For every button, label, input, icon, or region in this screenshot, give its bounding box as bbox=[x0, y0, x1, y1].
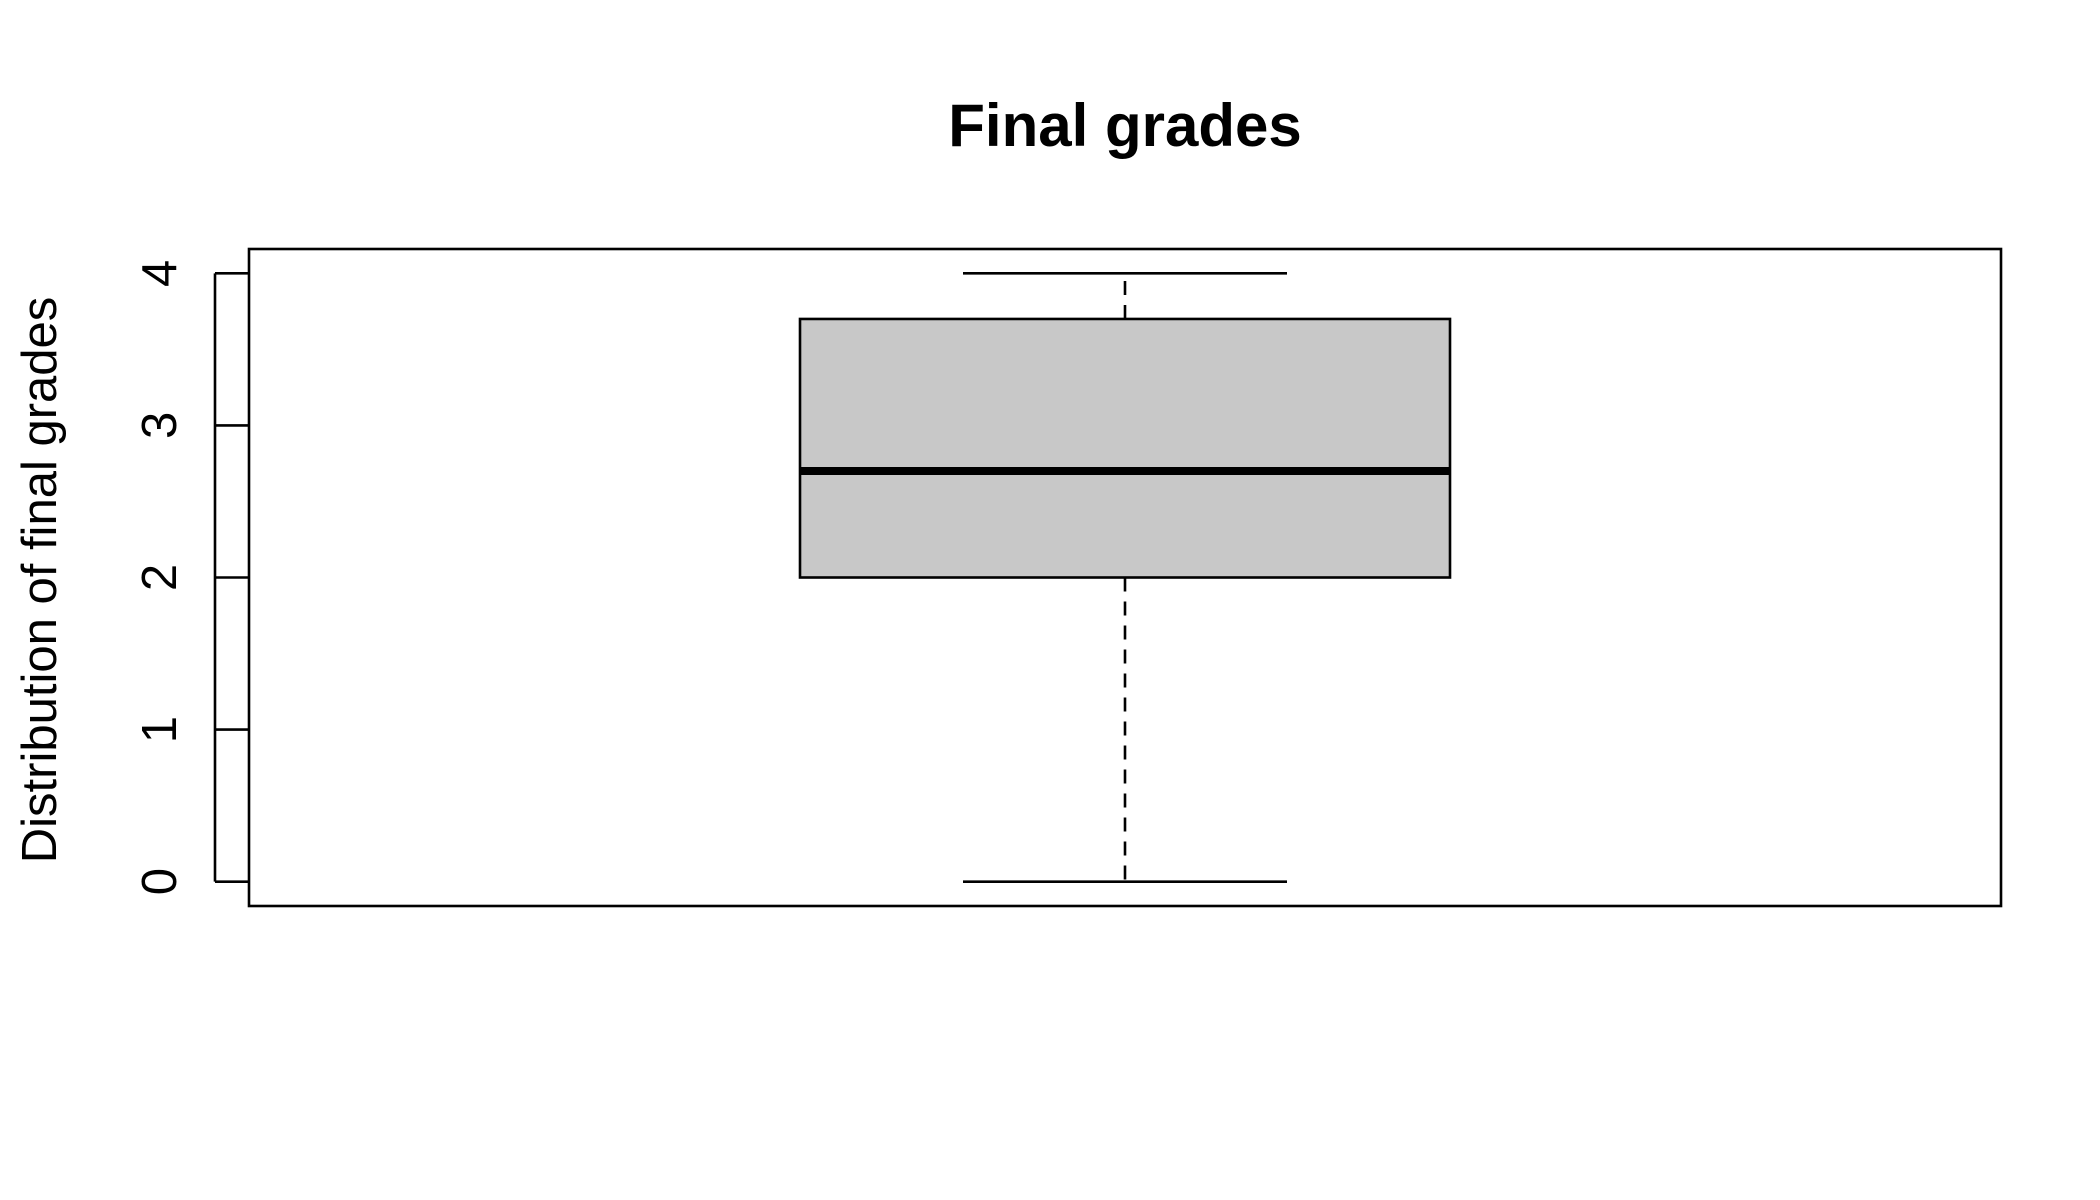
iqr-box bbox=[798, 317, 1452, 579]
chart-title: Final grades bbox=[948, 92, 1301, 159]
y-tick-label: 4 bbox=[133, 260, 187, 287]
y-tick-label: 3 bbox=[133, 412, 187, 439]
y-tick-label: 1 bbox=[133, 716, 187, 743]
y-axis-label: Distribution of final grades bbox=[13, 297, 67, 864]
y-tick-label: 2 bbox=[133, 564, 187, 591]
y-ticks: 0 1 2 3 4 bbox=[133, 260, 249, 895]
y-tick-label: 0 bbox=[133, 868, 187, 895]
box-series bbox=[798, 272, 1452, 883]
